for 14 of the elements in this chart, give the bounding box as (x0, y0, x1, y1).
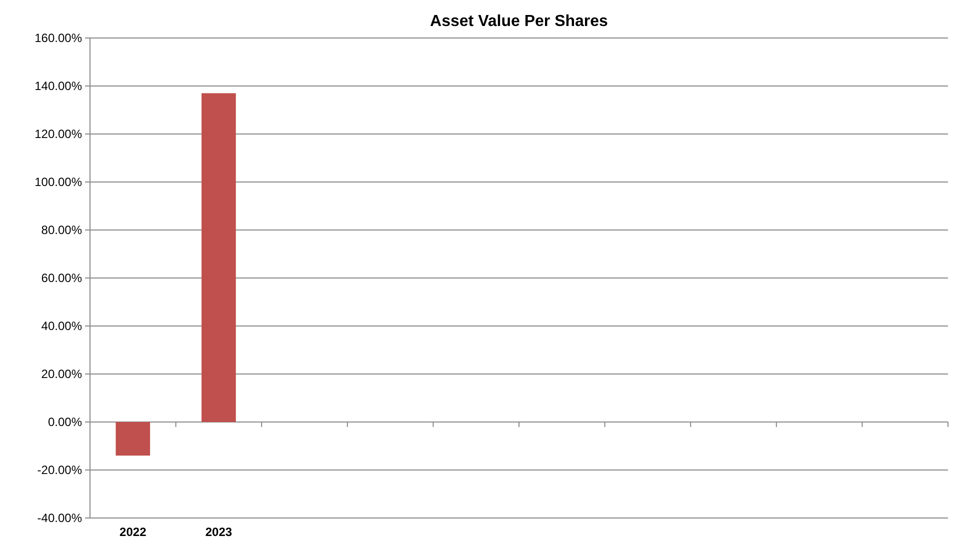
x-tick-label: 2022 (120, 525, 147, 539)
y-tick-label: 40.00% (41, 319, 82, 334)
y-tick-label: 60.00% (41, 271, 82, 286)
y-tick-label: -20.00% (37, 463, 82, 478)
y-tick-label: 100.00% (34, 175, 82, 190)
y-tick-label: 80.00% (41, 223, 82, 238)
y-tick-label: 120.00% (34, 127, 82, 142)
x-tick-label: 2023 (205, 525, 232, 539)
y-tick-label: 20.00% (41, 367, 82, 382)
y-tick-label: -40.00% (37, 511, 82, 526)
y-tick-label: 160.00% (34, 31, 82, 46)
y-tick-label: 0.00% (48, 415, 82, 430)
chart-title: Asset Value Per Shares (430, 13, 608, 30)
y-tick-label: 140.00% (34, 79, 82, 94)
